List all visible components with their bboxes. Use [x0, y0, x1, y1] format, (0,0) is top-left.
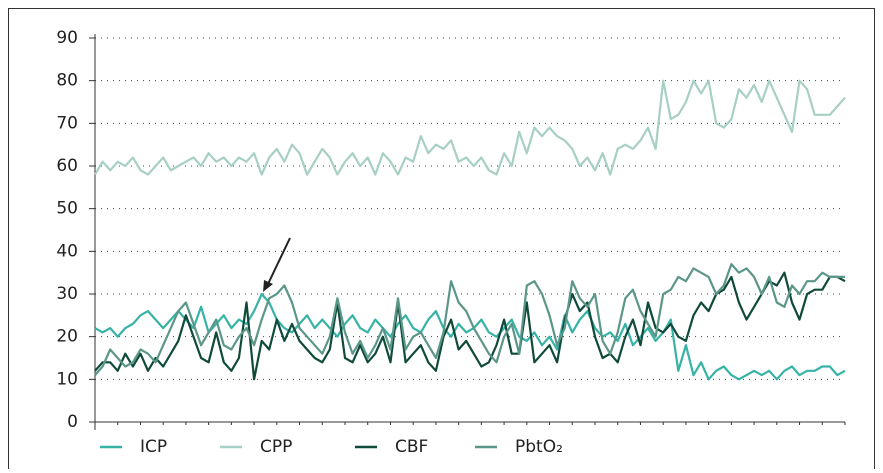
- series-line: [94, 292, 846, 381]
- series-line: [94, 271, 846, 381]
- annotation-arrow: [267, 237, 291, 285]
- series-line: [94, 79, 846, 176]
- y-tick-label: 70: [56, 113, 78, 133]
- y-tick-label: 10: [56, 369, 78, 389]
- legend-label: CBF: [395, 437, 428, 457]
- series-line: [94, 263, 845, 376]
- y-tick-label: 30: [56, 284, 78, 304]
- y-tick-label: 60: [56, 156, 78, 176]
- y-tick-label: 80: [56, 71, 78, 91]
- y-tick-label: 0: [67, 412, 78, 432]
- y-tick-label: 90: [56, 28, 78, 48]
- y-tick-label: 40: [56, 241, 78, 261]
- y-tick-label: 20: [56, 327, 78, 347]
- legend-label: CPP: [260, 437, 292, 457]
- legend-label: ICP: [140, 437, 167, 457]
- annotation-arrow-head: [263, 280, 273, 292]
- legend-label: PbtO₂: [515, 437, 563, 457]
- frame: [8, 8, 875, 469]
- y-tick-label: 50: [56, 199, 78, 219]
